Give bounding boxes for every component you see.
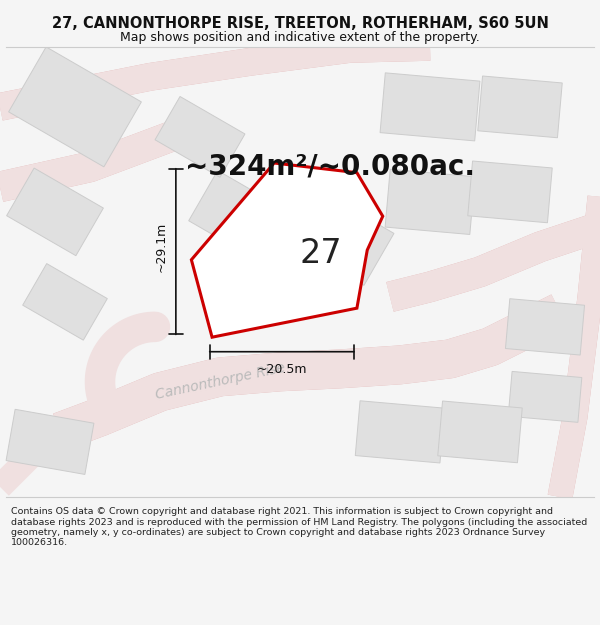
Polygon shape	[23, 264, 107, 340]
Text: 27: 27	[299, 238, 342, 271]
Polygon shape	[478, 76, 562, 138]
Polygon shape	[188, 171, 292, 263]
Polygon shape	[385, 169, 475, 234]
Text: Map shows position and indicative extent of the property.: Map shows position and indicative extent…	[120, 31, 480, 44]
Polygon shape	[6, 409, 94, 474]
Polygon shape	[7, 168, 103, 256]
Polygon shape	[8, 47, 142, 167]
Polygon shape	[508, 371, 582, 423]
Polygon shape	[505, 299, 584, 355]
Polygon shape	[380, 73, 480, 141]
Polygon shape	[191, 163, 383, 338]
Text: 27, CANNONTHORPE RISE, TREETON, ROTHERHAM, S60 5UN: 27, CANNONTHORPE RISE, TREETON, ROTHERHA…	[52, 16, 548, 31]
Text: ~324m²/~0.080ac.: ~324m²/~0.080ac.	[185, 153, 475, 181]
Text: Cannonthorpe Rise: Cannonthorpe Rise	[154, 361, 286, 403]
Polygon shape	[355, 401, 445, 463]
Polygon shape	[438, 401, 522, 462]
Text: Contains OS data © Crown copyright and database right 2021. This information is : Contains OS data © Crown copyright and d…	[11, 507, 587, 548]
Polygon shape	[468, 161, 552, 222]
Text: ~20.5m: ~20.5m	[257, 363, 307, 376]
Polygon shape	[155, 96, 245, 178]
Text: ~29.1m: ~29.1m	[154, 221, 167, 272]
Polygon shape	[286, 188, 394, 286]
